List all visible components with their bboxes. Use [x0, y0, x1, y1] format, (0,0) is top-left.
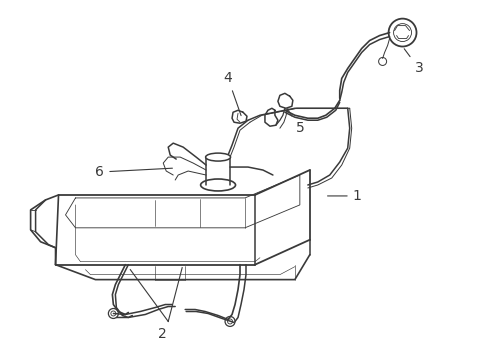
Text: 6: 6 — [96, 165, 172, 179]
Text: 3: 3 — [404, 49, 423, 76]
Text: 4: 4 — [223, 71, 241, 116]
Text: 5: 5 — [289, 111, 304, 135]
Ellipse shape — [206, 153, 230, 161]
Text: 2: 2 — [158, 328, 167, 341]
Text: 1: 1 — [327, 189, 362, 203]
